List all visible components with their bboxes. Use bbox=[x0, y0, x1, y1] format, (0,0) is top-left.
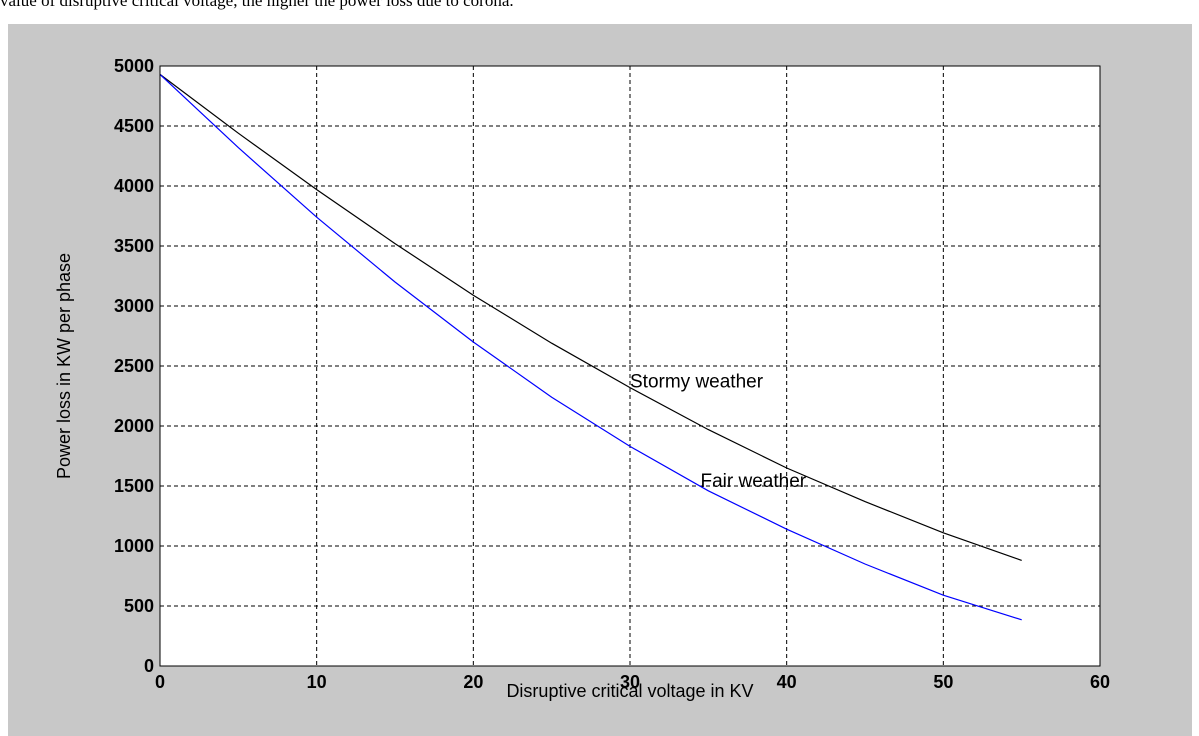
y-tick-label: 3000 bbox=[114, 296, 154, 316]
series-line-stormy-weather bbox=[159, 73, 1022, 561]
y-axis-label: Power loss in KW per phase bbox=[54, 253, 74, 479]
caption-text: value of disruptive critical voltage, th… bbox=[0, 0, 514, 10]
y-tick-label: 1000 bbox=[114, 536, 154, 556]
x-tick-labels: 0 10 20 30 40 50 60 bbox=[155, 672, 1110, 692]
y-tick-labels: 0 500 1000 1500 2000 2500 3000 3500 4000 4500 5000 bbox=[114, 56, 154, 676]
y-tick-label: 2500 bbox=[114, 356, 154, 376]
y-tick-label: 3500 bbox=[114, 236, 154, 256]
x-tick-label: 20 bbox=[463, 672, 483, 692]
y-tick-label: 1500 bbox=[114, 476, 154, 496]
x-tick-label: 60 bbox=[1090, 672, 1110, 692]
y-tick-label: 4000 bbox=[114, 176, 154, 196]
x-tick-label: 50 bbox=[933, 672, 953, 692]
annotation-label: Fair weather bbox=[701, 471, 807, 492]
series-lines bbox=[159, 73, 1022, 621]
y-tick-label: 2000 bbox=[114, 416, 154, 436]
x-tick-label: 40 bbox=[777, 672, 797, 692]
x-tick-label: 30 bbox=[620, 672, 640, 692]
x-tick-label: 0 bbox=[155, 672, 165, 692]
series-line-fair-weather bbox=[159, 73, 1022, 621]
x-axis-label: Disruptive critical voltage in KV bbox=[506, 681, 753, 701]
x-tick-label: 10 bbox=[307, 672, 327, 692]
y-tick-label: 500 bbox=[124, 596, 154, 616]
annotations: Stormy weather Fair weather bbox=[630, 371, 807, 492]
y-tick-label: 0 bbox=[144, 656, 154, 676]
y-tick-label: 4500 bbox=[114, 116, 154, 136]
annotation-label: Stormy weather bbox=[630, 371, 764, 392]
y-tick-label: 5000 bbox=[114, 56, 154, 76]
plot-border bbox=[159, 65, 1101, 667]
grid-lines bbox=[160, 66, 1100, 666]
